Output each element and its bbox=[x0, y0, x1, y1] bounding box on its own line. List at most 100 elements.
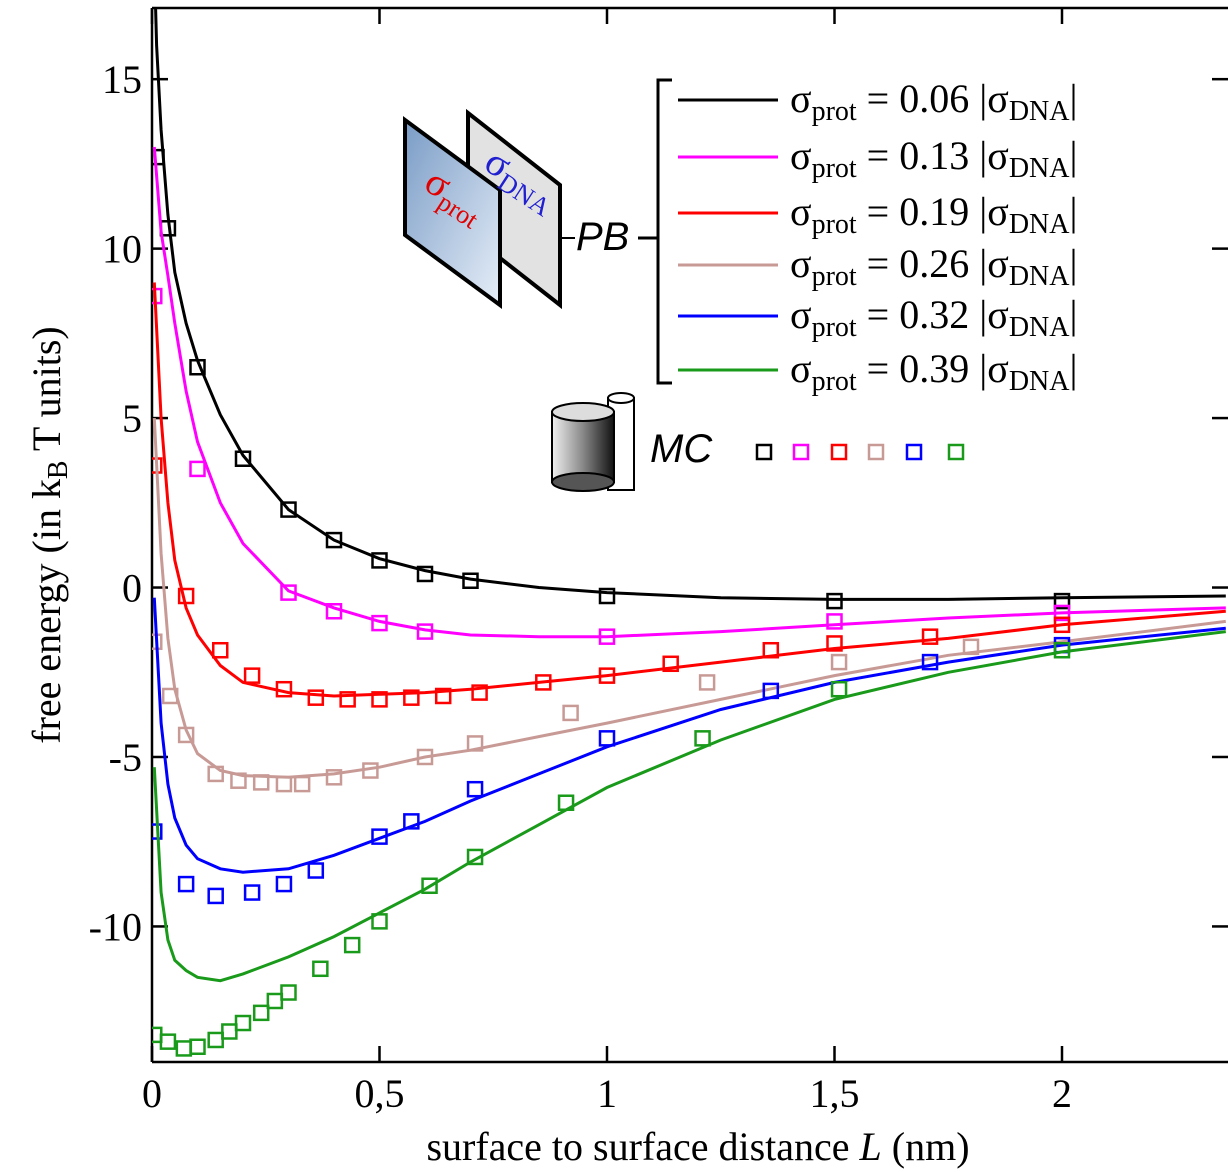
mc-point bbox=[325, 769, 343, 786]
mc-point bbox=[403, 689, 420, 706]
cylinder-front-bottom bbox=[551, 472, 615, 492]
cylinder-front bbox=[551, 411, 615, 483]
mc-point bbox=[362, 762, 379, 779]
legend-label: σprot = 0.32 |σDNA| bbox=[790, 292, 1078, 343]
mc-point bbox=[416, 748, 434, 766]
mc-point bbox=[207, 887, 224, 905]
mc-legend-marker bbox=[867, 443, 885, 461]
y-axis-label-part: T units) bbox=[24, 326, 69, 460]
mc-point bbox=[598, 628, 616, 645]
mc-point bbox=[921, 628, 939, 645]
pb-curve bbox=[154, 8, 1226, 601]
x-axis-label-part: surface to surface distance bbox=[426, 1124, 859, 1169]
legend-label: σprot = 0.26 |σDNA| bbox=[790, 241, 1078, 292]
mc-point bbox=[762, 641, 780, 659]
mc-point bbox=[175, 1040, 193, 1057]
mc-point bbox=[830, 653, 848, 671]
mc-point bbox=[230, 772, 247, 789]
y-tick-label: 10 bbox=[102, 227, 142, 272]
protein-plate bbox=[403, 116, 502, 309]
mc-point bbox=[280, 584, 297, 601]
y-axis-label-part: free energy (in k bbox=[24, 479, 69, 744]
mc-point bbox=[826, 635, 843, 652]
mc-point bbox=[266, 992, 284, 1010]
plot-area bbox=[152, 8, 1226, 1057]
mc-point bbox=[434, 687, 452, 705]
mc-point bbox=[371, 691, 388, 708]
mc-point bbox=[371, 913, 388, 930]
pb-label: PB bbox=[576, 215, 629, 259]
mc-point bbox=[371, 828, 388, 845]
mc-point bbox=[152, 823, 163, 840]
x-tick-label: 1 bbox=[597, 1071, 617, 1116]
mc-point bbox=[325, 603, 343, 620]
mc-point bbox=[1053, 641, 1071, 659]
mc-point bbox=[293, 775, 311, 793]
mc-point bbox=[598, 587, 616, 605]
mc-point bbox=[339, 691, 356, 708]
mc-point bbox=[598, 667, 616, 684]
x-tick-label: 0 bbox=[142, 1071, 162, 1116]
x-axis-label-part: (nm) bbox=[882, 1124, 970, 1169]
mc-point bbox=[207, 1031, 224, 1049]
mc-point bbox=[177, 587, 195, 605]
mc-point bbox=[252, 774, 270, 791]
mc-point bbox=[762, 682, 780, 700]
mc-point bbox=[462, 572, 479, 590]
mc-point bbox=[416, 623, 434, 640]
mc-legend-marker bbox=[792, 443, 810, 461]
mc-legend-marker bbox=[755, 443, 773, 461]
mc-point bbox=[275, 875, 293, 893]
mc-point bbox=[1053, 592, 1071, 610]
y-axis-label-part: B bbox=[43, 460, 74, 479]
cylinders-icon bbox=[551, 392, 635, 492]
legend-label: σprot = 0.19 |σDNA| bbox=[790, 189, 1078, 240]
x-axis-label-part: L bbox=[859, 1124, 882, 1169]
pb-curve bbox=[152, 597, 1226, 874]
mc-point bbox=[275, 775, 293, 793]
mc-point bbox=[598, 730, 616, 747]
mc-point bbox=[252, 1004, 270, 1022]
x-tick-label: 1,5 bbox=[810, 1071, 860, 1116]
mc-point bbox=[403, 813, 420, 830]
mc-point bbox=[421, 877, 438, 895]
mc-point bbox=[243, 667, 261, 684]
mc-point bbox=[161, 687, 179, 705]
mc-legend-marker bbox=[905, 443, 923, 461]
y-tick-label: -5 bbox=[109, 735, 142, 780]
mc-point bbox=[189, 1038, 206, 1055]
legend-label: σprot = 0.06 |σDNA| bbox=[790, 76, 1078, 127]
cylinder-front-top bbox=[551, 402, 615, 422]
mc-point bbox=[826, 592, 843, 610]
mc-point bbox=[312, 960, 329, 978]
mc-point bbox=[212, 641, 229, 659]
mc-point bbox=[698, 674, 716, 691]
plates-icon bbox=[403, 108, 575, 310]
mc-point bbox=[830, 680, 848, 698]
mc-point bbox=[371, 552, 388, 569]
mc-point bbox=[826, 613, 843, 630]
mc-point bbox=[189, 358, 206, 376]
mc-legend-marker bbox=[947, 443, 965, 461]
mc-point bbox=[1053, 616, 1071, 634]
x-tick-label: 0,5 bbox=[355, 1071, 405, 1116]
pb-curve bbox=[152, 282, 1226, 698]
mc-point bbox=[471, 684, 488, 701]
mc-point bbox=[662, 655, 679, 673]
legend-label: σprot = 0.13 |σDNA| bbox=[790, 133, 1078, 184]
pb-curve bbox=[152, 146, 1226, 639]
pb-curve bbox=[152, 630, 1226, 983]
cylinder-back-top bbox=[607, 392, 635, 404]
mc-point bbox=[535, 674, 552, 691]
mc-point bbox=[221, 1023, 238, 1040]
mc-point bbox=[152, 1026, 163, 1044]
mc-point bbox=[921, 653, 939, 671]
mc-point bbox=[416, 565, 434, 583]
mc-legend-marker bbox=[830, 443, 848, 461]
mc-point bbox=[177, 875, 195, 893]
mc-point bbox=[343, 936, 361, 954]
mc-point bbox=[466, 735, 484, 752]
mc-point bbox=[325, 531, 343, 549]
mc-point bbox=[177, 726, 195, 744]
mc-point bbox=[280, 501, 297, 518]
